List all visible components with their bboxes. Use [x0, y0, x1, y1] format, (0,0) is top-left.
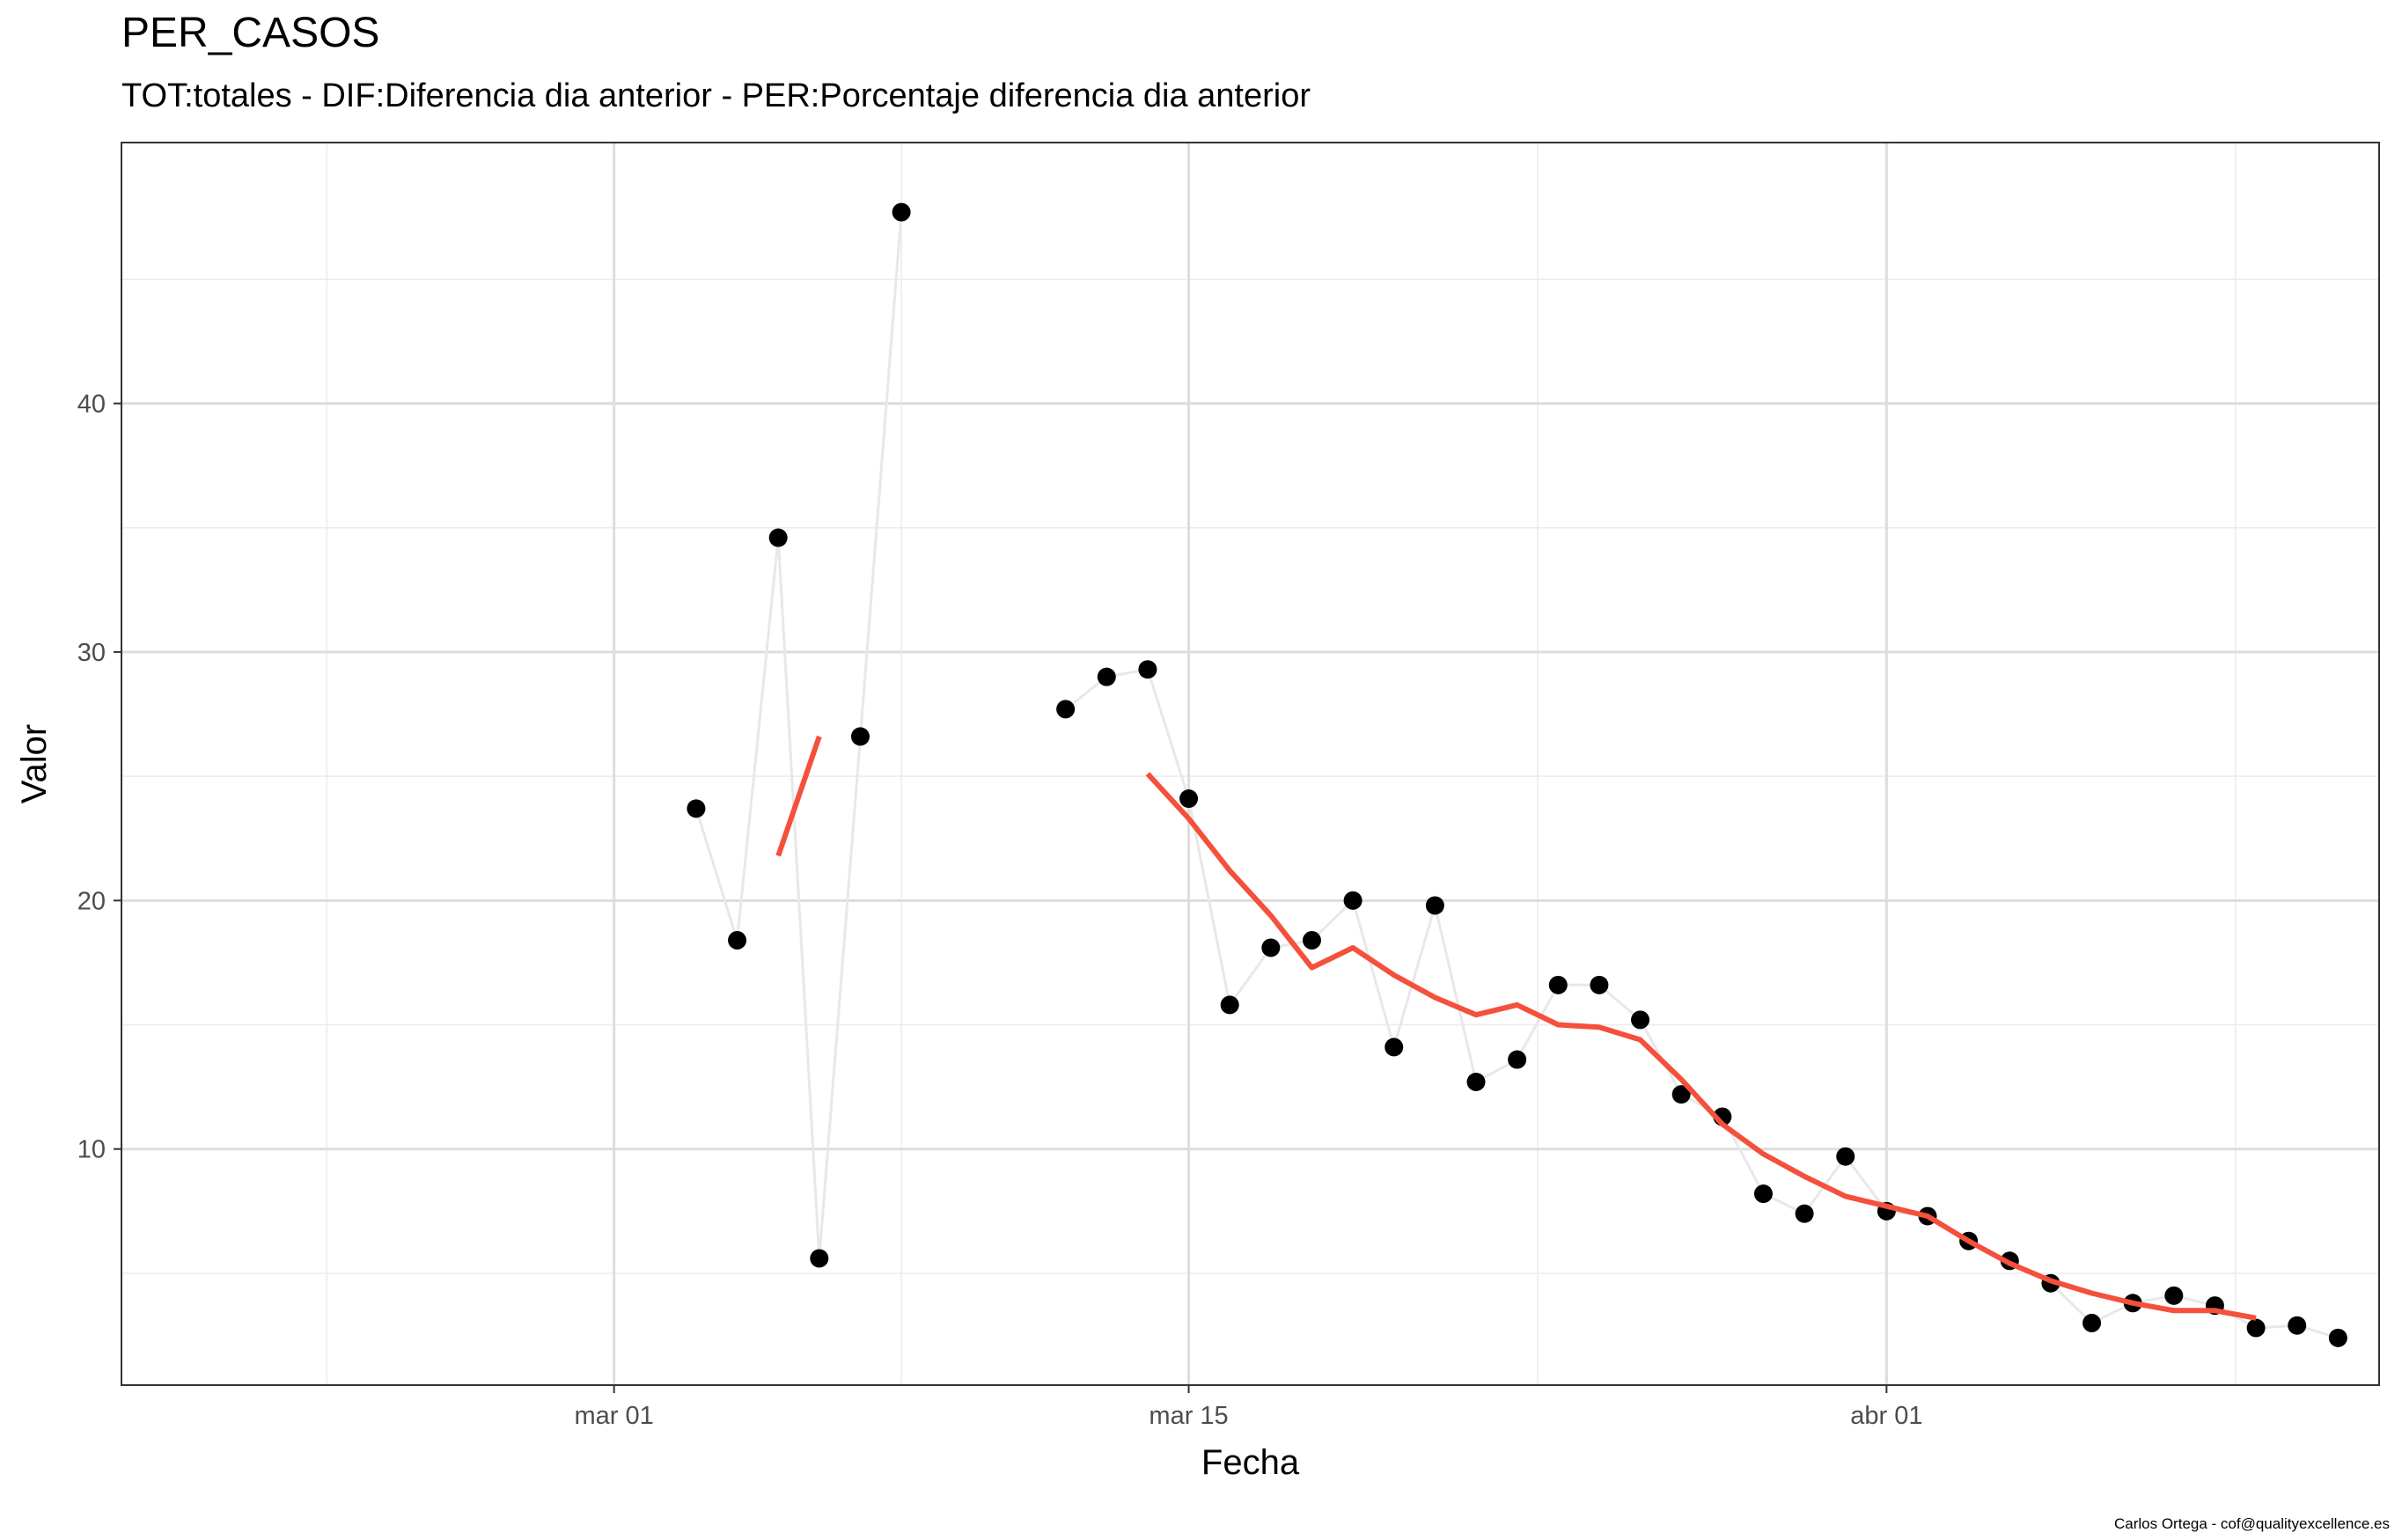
data-point — [2164, 1286, 2184, 1305]
series-line-segment — [1064, 668, 2339, 1339]
data-point — [1631, 1010, 1650, 1030]
data-point — [1753, 1184, 1773, 1204]
data-point — [768, 528, 788, 547]
data-point — [1220, 995, 1239, 1015]
data-point — [1590, 975, 1609, 994]
grid-lines — [121, 143, 2379, 1385]
data-point — [728, 931, 747, 950]
y-axis-title: Valor — [15, 724, 54, 803]
data-point — [2246, 1318, 2266, 1338]
data-point — [2288, 1316, 2307, 1335]
x-tick-label: mar 15 — [1149, 1402, 1228, 1430]
data-point — [1548, 975, 1568, 994]
data-point — [850, 727, 870, 746]
chart-title: PER_CASOS — [121, 10, 380, 56]
data-point — [1097, 667, 1116, 686]
data-point — [1138, 660, 1157, 679]
data-point — [1343, 891, 1363, 910]
x-tick-label: abr 01 — [1850, 1402, 1922, 1430]
data-point — [687, 799, 706, 818]
moving-average-lines — [775, 735, 2257, 1321]
data-point — [1302, 931, 1321, 950]
y-tick-label: 10 — [77, 1136, 106, 1164]
moving-average-line — [775, 735, 822, 857]
chart-caption: Carlos Ortega - cof@qualityexcellence.es — [2113, 1515, 2390, 1532]
data-point — [2082, 1313, 2102, 1332]
data-point — [1056, 700, 1076, 719]
y-tick-label: 20 — [77, 887, 106, 915]
data-point — [1836, 1147, 1855, 1166]
series-line-segment — [694, 211, 903, 1260]
plot-panel-border — [121, 142, 2380, 1386]
series-lines — [694, 211, 2339, 1339]
data-points — [687, 202, 2347, 1347]
data-point — [1508, 1050, 1527, 1069]
data-point — [810, 1249, 829, 1268]
moving-average-line — [1145, 772, 2257, 1321]
data-point — [1795, 1204, 1814, 1223]
data-point — [1466, 1072, 1486, 1091]
data-point — [2328, 1328, 2347, 1347]
y-tick-label: 40 — [77, 391, 106, 419]
data-point — [1261, 938, 1281, 957]
chart-subtitle: TOT:totales - DIF:Diferencia dia anterio… — [121, 77, 1311, 114]
data-point — [1425, 896, 1444, 915]
x-tick-label: mar 01 — [575, 1402, 654, 1430]
x-axis-title: Fecha — [1201, 1443, 1300, 1482]
axes: 10 20 30 40 mar 01 mar 15 abr 01 — [77, 391, 1923, 1430]
data-point — [1385, 1038, 1404, 1057]
data-point — [892, 202, 911, 222]
data-point — [1671, 1085, 1691, 1104]
data-point — [1179, 789, 1199, 809]
y-tick-label: 30 — [77, 639, 106, 667]
